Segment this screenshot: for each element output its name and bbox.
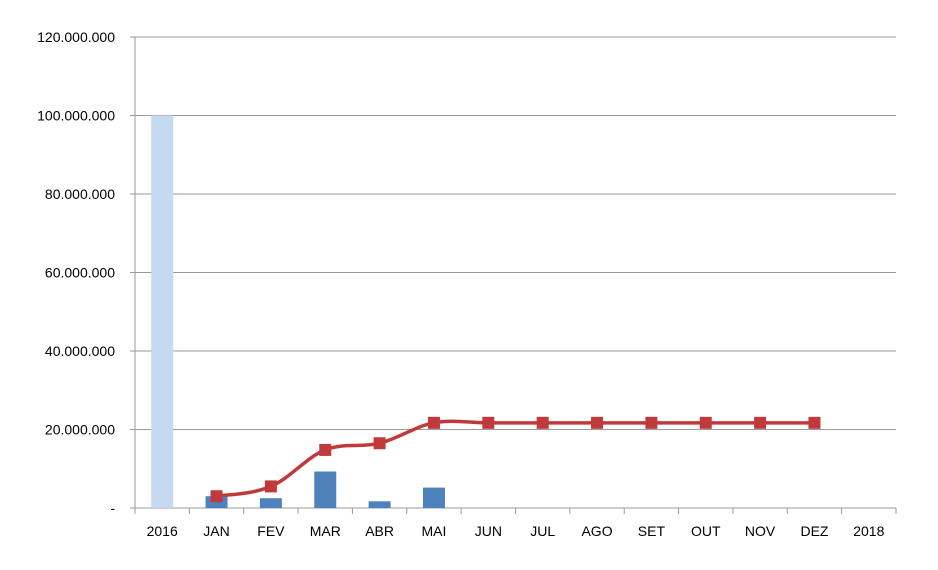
line-marker-mai [427, 416, 440, 429]
x-tick-label: DEZ [800, 523, 828, 539]
x-tick-label: SET [638, 523, 666, 539]
x-tick-label: JAN [203, 523, 229, 539]
bar-1-mar [314, 471, 337, 508]
x-tick-label: OUT [691, 523, 721, 539]
y-tick-label: 80.000.000 [45, 186, 115, 202]
y-tick-label: - [110, 500, 115, 516]
line-series-2 [214, 419, 817, 498]
x-tick-label: FEV [257, 523, 285, 539]
x-tick-label: AGO [581, 523, 612, 539]
x-tick-label: MAR [310, 523, 341, 539]
y-tick-label: 20.000.000 [45, 422, 115, 438]
y-tick-label: 40.000.000 [45, 343, 115, 359]
line-marker-out [699, 416, 712, 429]
line-marker-set [645, 416, 658, 429]
x-tick-label: 2016 [147, 523, 178, 539]
y-tick-label: 120.000.000 [37, 29, 115, 45]
x-tick-label: JUN [475, 523, 502, 539]
bar-1-fev [259, 498, 282, 508]
line-marker-abr [373, 437, 386, 450]
gridlines [135, 36, 896, 509]
line-marker-fev [264, 480, 277, 493]
line-series [210, 416, 821, 503]
line-marker-ago [591, 416, 604, 429]
y-tick-label: 60.000.000 [45, 265, 115, 281]
line-marker-dez [808, 416, 821, 429]
tick-labels: - 20.000.000 40.000.000 60.000.000 80.000.00… [37, 29, 884, 539]
bar-1-abr [368, 501, 391, 508]
bar-1-mai [422, 487, 445, 508]
bar-0-2016 [151, 115, 174, 508]
x-tick-label: JUL [530, 523, 555, 539]
line-marker-jan [210, 490, 223, 503]
line-marker-nov [754, 416, 767, 429]
x-tick-label: MAI [422, 523, 447, 539]
bars [151, 115, 445, 508]
x-tick-label: 2018 [853, 523, 884, 539]
x-tick-label: NOV [745, 523, 776, 539]
x-tick-label: ABR [365, 523, 394, 539]
y-tick-label: 100.000.000 [37, 108, 115, 124]
line-marker-jul [536, 416, 549, 429]
line-marker-jun [482, 416, 495, 429]
axes [130, 36, 897, 514]
line-marker-mar [319, 443, 332, 456]
